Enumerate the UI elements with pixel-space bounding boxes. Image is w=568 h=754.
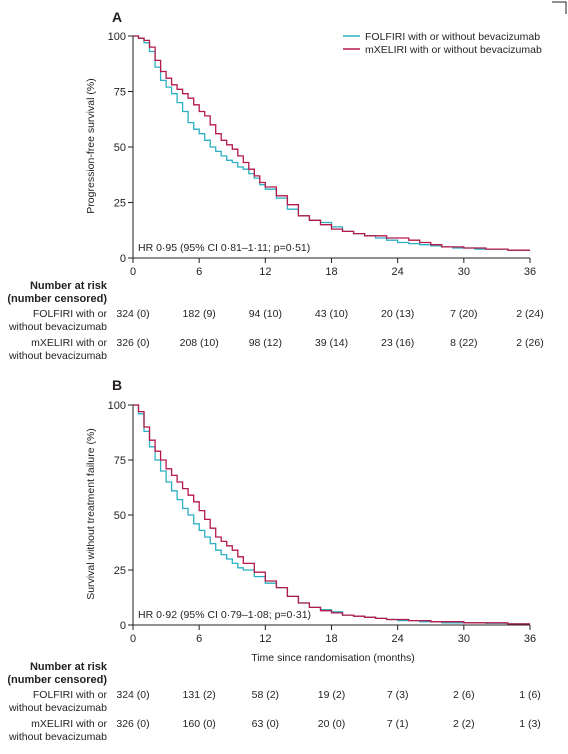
risk-value: 7 (20) bbox=[450, 308, 477, 320]
corner-mark bbox=[552, 1, 567, 14]
risk-value: 8 (22) bbox=[450, 337, 477, 349]
risk-value: 98 (12) bbox=[249, 337, 282, 349]
risk-value: 208 (10) bbox=[180, 337, 219, 349]
y-tick-label: 50 bbox=[114, 142, 126, 154]
risk-row-folfiri-label-2: without bevacizumab bbox=[8, 321, 107, 333]
panel-b-series bbox=[133, 404, 530, 625]
x-tick-label: 24 bbox=[392, 633, 404, 645]
x-tick-label: 36 bbox=[524, 633, 536, 645]
panel-a-axes bbox=[128, 35, 531, 263]
km-curve-mxeliri bbox=[133, 404, 530, 625]
panel-a-letter: A bbox=[112, 9, 122, 25]
x-tick-label: 6 bbox=[196, 266, 202, 278]
y-tick-label: 0 bbox=[120, 253, 126, 265]
panel-a-y-axis-label: Progression-free survival (%) bbox=[85, 78, 97, 213]
risk-row-folfiri-label-1: FOLFIRI with or bbox=[33, 689, 108, 701]
km-curve-mxeliri bbox=[133, 35, 530, 251]
x-tick-label: 12 bbox=[259, 266, 271, 278]
y-tick-label: 100 bbox=[108, 400, 126, 412]
risk-value: 7 (3) bbox=[387, 689, 409, 701]
risk-value: 43 (10) bbox=[315, 308, 348, 320]
y-tick-label: 100 bbox=[108, 31, 126, 43]
risk-value: 19 (2) bbox=[318, 689, 345, 701]
panel-a-legend: FOLFIRI with or without bevacizumab mXEL… bbox=[343, 31, 542, 56]
risk-value: 326 (0) bbox=[116, 337, 149, 349]
x-tick-label: 30 bbox=[458, 266, 470, 278]
risk-value: 2 (2) bbox=[453, 718, 475, 730]
y-tick-label: 25 bbox=[114, 198, 126, 210]
legend-label-mxeliri: mXELIRI with or without bevacizumab bbox=[365, 44, 542, 56]
km-curve-folfiri bbox=[133, 35, 530, 251]
x-tick-label: 12 bbox=[259, 633, 271, 645]
risk-value: 58 (2) bbox=[252, 689, 279, 701]
risk-value: 94 (10) bbox=[249, 308, 282, 320]
panel-a-series bbox=[133, 35, 530, 251]
y-tick-label: 75 bbox=[114, 455, 126, 467]
panel-a-hazard-ratio: HR 0·95 (95% CI 0·81–1·11; p=0·51) bbox=[138, 242, 310, 254]
x-tick-label: 30 bbox=[458, 633, 470, 645]
x-tick-label: 0 bbox=[130, 633, 136, 645]
risk-row-folfiri-label-2: without bevacizumab bbox=[8, 702, 107, 714]
risk-value: 2 (24) bbox=[516, 308, 543, 320]
panel-a: A Progression-free survival (%) 0 25 50 75 1… bbox=[7, 9, 543, 362]
panel-b-tick-labels: 0 25 50 75 100 0 6 12 18 24 30 36 bbox=[108, 400, 536, 645]
panel-b-risk-table: Number at risk (number censored) FOLFIRI… bbox=[7, 661, 540, 743]
panel-a-risk-table: Number at risk (number censored) FOLFIRI… bbox=[7, 280, 543, 362]
y-tick-label: 50 bbox=[114, 510, 126, 522]
panel-a-tick-labels: 0 25 50 75 100 0 6 12 18 24 30 36 bbox=[108, 31, 536, 278]
risk-value: 20 (0) bbox=[318, 718, 345, 730]
risk-header-line2: (number censored) bbox=[7, 674, 107, 686]
risk-value: 2 (6) bbox=[453, 689, 475, 701]
panel-b-hazard-ratio: HR 0·92 (95% CI 0·79–1·08; p=0·31) bbox=[138, 609, 311, 621]
risk-value: 326 (0) bbox=[116, 718, 149, 730]
risk-value: 1 (6) bbox=[519, 689, 541, 701]
risk-value: 63 (0) bbox=[252, 718, 279, 730]
panel-b-y-axis-label: Survival without treatment failure (%) bbox=[85, 428, 97, 600]
risk-value: 131 (2) bbox=[183, 689, 216, 701]
risk-row-mxeliri-label-2: without bevacizumab bbox=[8, 731, 107, 743]
risk-row-mxeliri-label-1: mXELIRI with or bbox=[31, 718, 107, 730]
risk-value: 20 (13) bbox=[381, 308, 414, 320]
risk-header-line1: Number at risk bbox=[30, 280, 108, 292]
panel-b-risk-values: 324 (0) 131 (2) 58 (2) 19 (2) 7 (3) 2 (6) 1 (6… bbox=[116, 689, 540, 730]
km-curve-folfiri bbox=[133, 404, 530, 625]
x-tick-label: 36 bbox=[524, 266, 536, 278]
risk-value: 39 (14) bbox=[315, 337, 348, 349]
risk-value: 23 (16) bbox=[381, 337, 414, 349]
panel-b-letter: B bbox=[112, 377, 122, 393]
x-tick-label: 0 bbox=[130, 266, 136, 278]
y-tick-label: 75 bbox=[114, 87, 126, 99]
panel-b-x-axis-label: Time since randomisation (months) bbox=[251, 652, 415, 664]
risk-value: 1 (3) bbox=[519, 718, 541, 730]
panel-a-risk-values: 324 (0) 182 (9) 94 (10) 43 (10) 20 (13) 7 (20… bbox=[116, 308, 543, 349]
risk-value: 160 (0) bbox=[183, 718, 216, 730]
x-tick-label: 18 bbox=[325, 633, 337, 645]
risk-value: 324 (0) bbox=[116, 308, 149, 320]
risk-header-line2: (number censored) bbox=[7, 293, 107, 305]
risk-value: 7 (1) bbox=[387, 718, 409, 730]
risk-header-line1: Number at risk bbox=[30, 661, 108, 673]
risk-row-mxeliri-label-1: mXELIRI with or bbox=[31, 337, 107, 349]
y-tick-label: 25 bbox=[114, 565, 126, 577]
legend-label-folfiri: FOLFIRI with or without bevacizumab bbox=[365, 31, 540, 43]
y-tick-label: 0 bbox=[120, 620, 126, 632]
risk-value: 324 (0) bbox=[116, 689, 149, 701]
risk-row-mxeliri-label-2: without bevacizumab bbox=[8, 350, 107, 362]
panel-b-axes bbox=[128, 404, 531, 630]
panel-b: B Survival without treatment failure (%)… bbox=[7, 377, 540, 743]
x-tick-label: 6 bbox=[196, 633, 202, 645]
risk-row-folfiri-label-1: FOLFIRI with or bbox=[33, 308, 108, 320]
x-tick-label: 24 bbox=[392, 266, 404, 278]
risk-value: 182 (9) bbox=[183, 308, 216, 320]
risk-value: 2 (26) bbox=[516, 337, 543, 349]
x-tick-label: 18 bbox=[325, 266, 337, 278]
